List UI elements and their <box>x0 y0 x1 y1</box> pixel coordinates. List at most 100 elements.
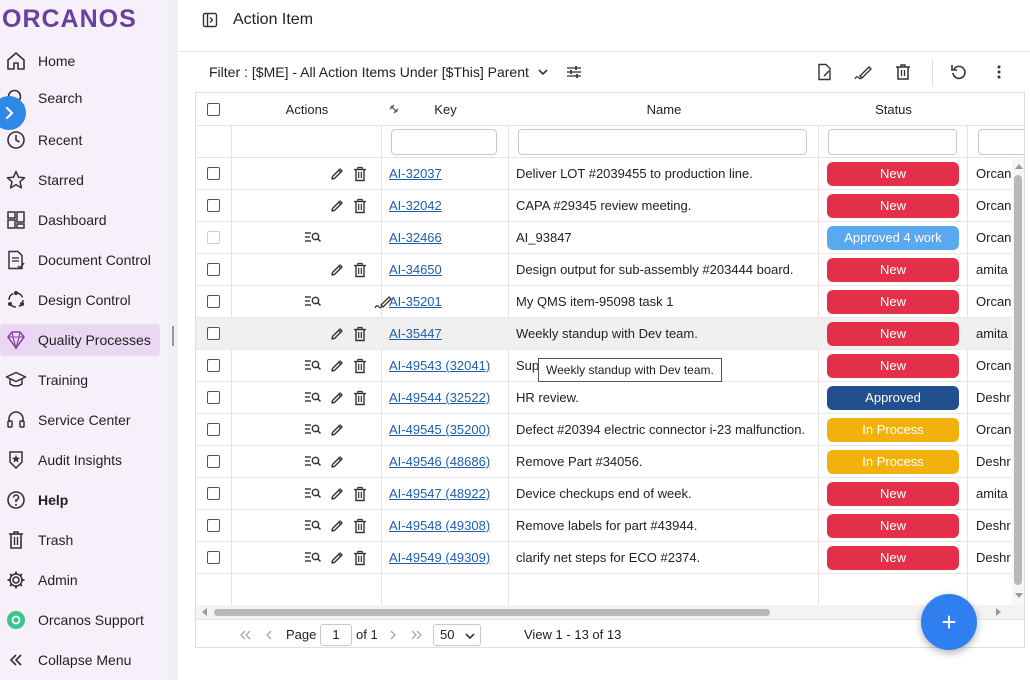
row-checkbox[interactable] <box>207 455 220 468</box>
column-header-status[interactable]: Status <box>875 102 912 117</box>
details-search-icon[interactable] <box>304 550 322 564</box>
row-checkbox[interactable] <box>207 487 220 500</box>
table-row[interactable]: AI-32037 Deliver LOT #2039455 to producti… <box>196 158 1024 190</box>
delete-trash-icon[interactable] <box>353 550 367 566</box>
item-key-link[interactable]: AI-32466 <box>389 230 442 245</box>
sidebar-item-trash[interactable]: Trash <box>0 524 160 556</box>
status-filter-input[interactable] <box>828 129 957 155</box>
row-checkbox[interactable] <box>207 391 220 404</box>
sidebar-resize-handle[interactable] <box>172 326 174 346</box>
sidebar-item-design-control[interactable]: Design Control <box>0 284 160 316</box>
item-key-link[interactable]: AI-49543 (32041) <box>389 358 491 373</box>
delete-trash-icon[interactable] <box>353 198 367 214</box>
delete-trash-icon[interactable] <box>353 390 367 406</box>
row-checkbox[interactable] <box>207 199 220 212</box>
select-all-checkbox[interactable] <box>207 103 220 116</box>
edit-pencil-icon[interactable] <box>329 518 345 534</box>
horizontal-scrollbar[interactable] <box>196 605 1024 619</box>
item-key-link[interactable]: AI-32042 <box>389 198 442 213</box>
page-number-input[interactable]: 1 <box>320 624 352 646</box>
delete-trash-icon[interactable] <box>353 166 367 182</box>
item-key-link[interactable]: AI-35201 <box>389 294 442 309</box>
horizontal-scroll-thumb[interactable] <box>214 609 770 616</box>
edit-pencil-icon[interactable] <box>329 550 345 566</box>
item-key-link[interactable]: AI-49547 (48922) <box>389 486 491 501</box>
toggle-panel-icon[interactable] <box>202 12 218 28</box>
filter-settings-icon[interactable] <box>565 63 583 81</box>
delete-trash-icon[interactable] <box>353 358 367 374</box>
item-key-link[interactable]: AI-49549 (49309) <box>389 550 491 565</box>
delete-icon[interactable] <box>894 63 912 81</box>
item-key-link[interactable]: AI-49545 (35200) <box>389 422 491 437</box>
delete-trash-icon[interactable] <box>353 518 367 534</box>
item-key-link[interactable]: AI-49544 (32522) <box>389 390 491 405</box>
sidebar-item-admin[interactable]: Admin <box>0 564 160 596</box>
first-page-icon[interactable] <box>238 629 252 641</box>
row-checkbox[interactable] <box>207 551 220 564</box>
sidebar-item-dashboard[interactable]: Dashboard <box>0 204 160 236</box>
row-checkbox[interactable] <box>207 295 220 308</box>
table-row[interactable]: AI-49546 (48686) Remove Part #34056. In Pr… <box>196 446 1024 478</box>
filter-dropdown[interactable]: Filter : [$ME] - All Action Items Under [… <box>209 64 529 80</box>
vertical-scroll-thumb[interactable] <box>1014 175 1022 585</box>
edit-pencil-icon[interactable] <box>329 390 345 406</box>
edit-pencil-icon[interactable] <box>329 198 345 214</box>
row-checkbox[interactable] <box>207 167 220 180</box>
details-search-icon[interactable] <box>304 358 322 372</box>
export-document-icon[interactable] <box>815 63 833 81</box>
details-search-icon[interactable] <box>304 518 322 532</box>
delete-trash-icon[interactable] <box>353 486 367 502</box>
sidebar-item-home[interactable]: Home <box>0 45 160 77</box>
table-row[interactable]: AI-34650 Design output for sub-assembly #… <box>196 254 1024 286</box>
table-row[interactable]: AI-35201 My QMS item-95098 task 1 New Orcan <box>196 286 1024 318</box>
item-key-link[interactable]: AI-49548 (49308) <box>389 518 491 533</box>
details-search-icon[interactable] <box>304 294 322 308</box>
table-row[interactable]: AI-32466 AI_93847 Approved 4 work Orcan <box>196 222 1024 254</box>
sidebar-item-service-center[interactable]: Service Center <box>0 404 160 436</box>
item-key-link[interactable]: AI-32037 <box>389 166 442 181</box>
sidebar-item-help[interactable]: Help <box>0 484 160 516</box>
item-key-link[interactable]: AI-35447 <box>389 326 442 341</box>
table-row[interactable]: AI-35447 Weekly standup with Dev team. New… <box>196 318 1024 350</box>
sign-icon[interactable] <box>854 63 874 81</box>
chevron-down-icon[interactable] <box>537 66 549 78</box>
last-page-icon[interactable] <box>410 629 424 641</box>
edit-pencil-icon[interactable] <box>329 326 345 342</box>
details-search-icon[interactable] <box>304 230 322 244</box>
page-size-select[interactable]: 50 <box>433 624 481 646</box>
table-row[interactable]: AI-32042 CAPA #29345 review meeting. New Or… <box>196 190 1024 222</box>
delete-trash-icon[interactable] <box>353 326 367 342</box>
table-row[interactable]: AI-49547 (48922) Device checkups end of w… <box>196 478 1024 510</box>
sidebar-item-collapse-menu[interactable]: Collapse Menu <box>0 644 160 676</box>
sidebar-item-document-control[interactable]: Document Control <box>0 244 160 276</box>
edit-pencil-icon[interactable] <box>329 358 345 374</box>
item-key-link[interactable]: AI-34650 <box>389 262 442 277</box>
table-row[interactable]: AI-49549 (49309) clarify net steps for EC… <box>196 542 1024 574</box>
sidebar-item-quality-processes[interactable]: Quality Processes <box>0 324 160 356</box>
edit-pencil-icon[interactable] <box>329 262 345 278</box>
edit-pencil-icon[interactable] <box>329 422 345 438</box>
column-header-name[interactable]: Name <box>646 102 682 117</box>
edit-pencil-icon[interactable] <box>329 486 345 502</box>
name-filter-input[interactable] <box>518 129 807 155</box>
table-row[interactable]: AI-49544 (32522) HR review. Approved Deshr <box>196 382 1024 414</box>
sidebar-item-audit-insights[interactable]: Audit Insights <box>0 444 160 476</box>
row-checkbox[interactable] <box>207 263 220 276</box>
sidebar-item-recent[interactable]: Recent <box>0 124 160 156</box>
column-header-key[interactable]: Key <box>434 102 457 117</box>
table-row[interactable]: AI-49545 (35200) Defect #20394 electric c… <box>196 414 1024 446</box>
sidebar-item-starred[interactable]: Starred <box>0 164 160 196</box>
details-search-icon[interactable] <box>304 390 322 404</box>
vertical-scrollbar[interactable] <box>1012 159 1024 605</box>
column-header-actions[interactable]: Actions <box>285 102 329 117</box>
details-search-icon[interactable] <box>304 454 322 468</box>
previous-page-icon[interactable] <box>264 629 274 641</box>
owner-filter-input[interactable] <box>978 129 1024 155</box>
table-row[interactable]: AI-49548 (49308) Remove labels for part #… <box>196 510 1024 542</box>
more-options-icon[interactable] <box>990 63 1008 81</box>
sidebar-item-training[interactable]: Training <box>0 364 160 396</box>
refresh-icon[interactable] <box>950 63 968 81</box>
edit-pencil-icon[interactable] <box>329 166 345 182</box>
pin-icon[interactable] <box>388 103 400 115</box>
row-checkbox[interactable] <box>207 359 220 372</box>
